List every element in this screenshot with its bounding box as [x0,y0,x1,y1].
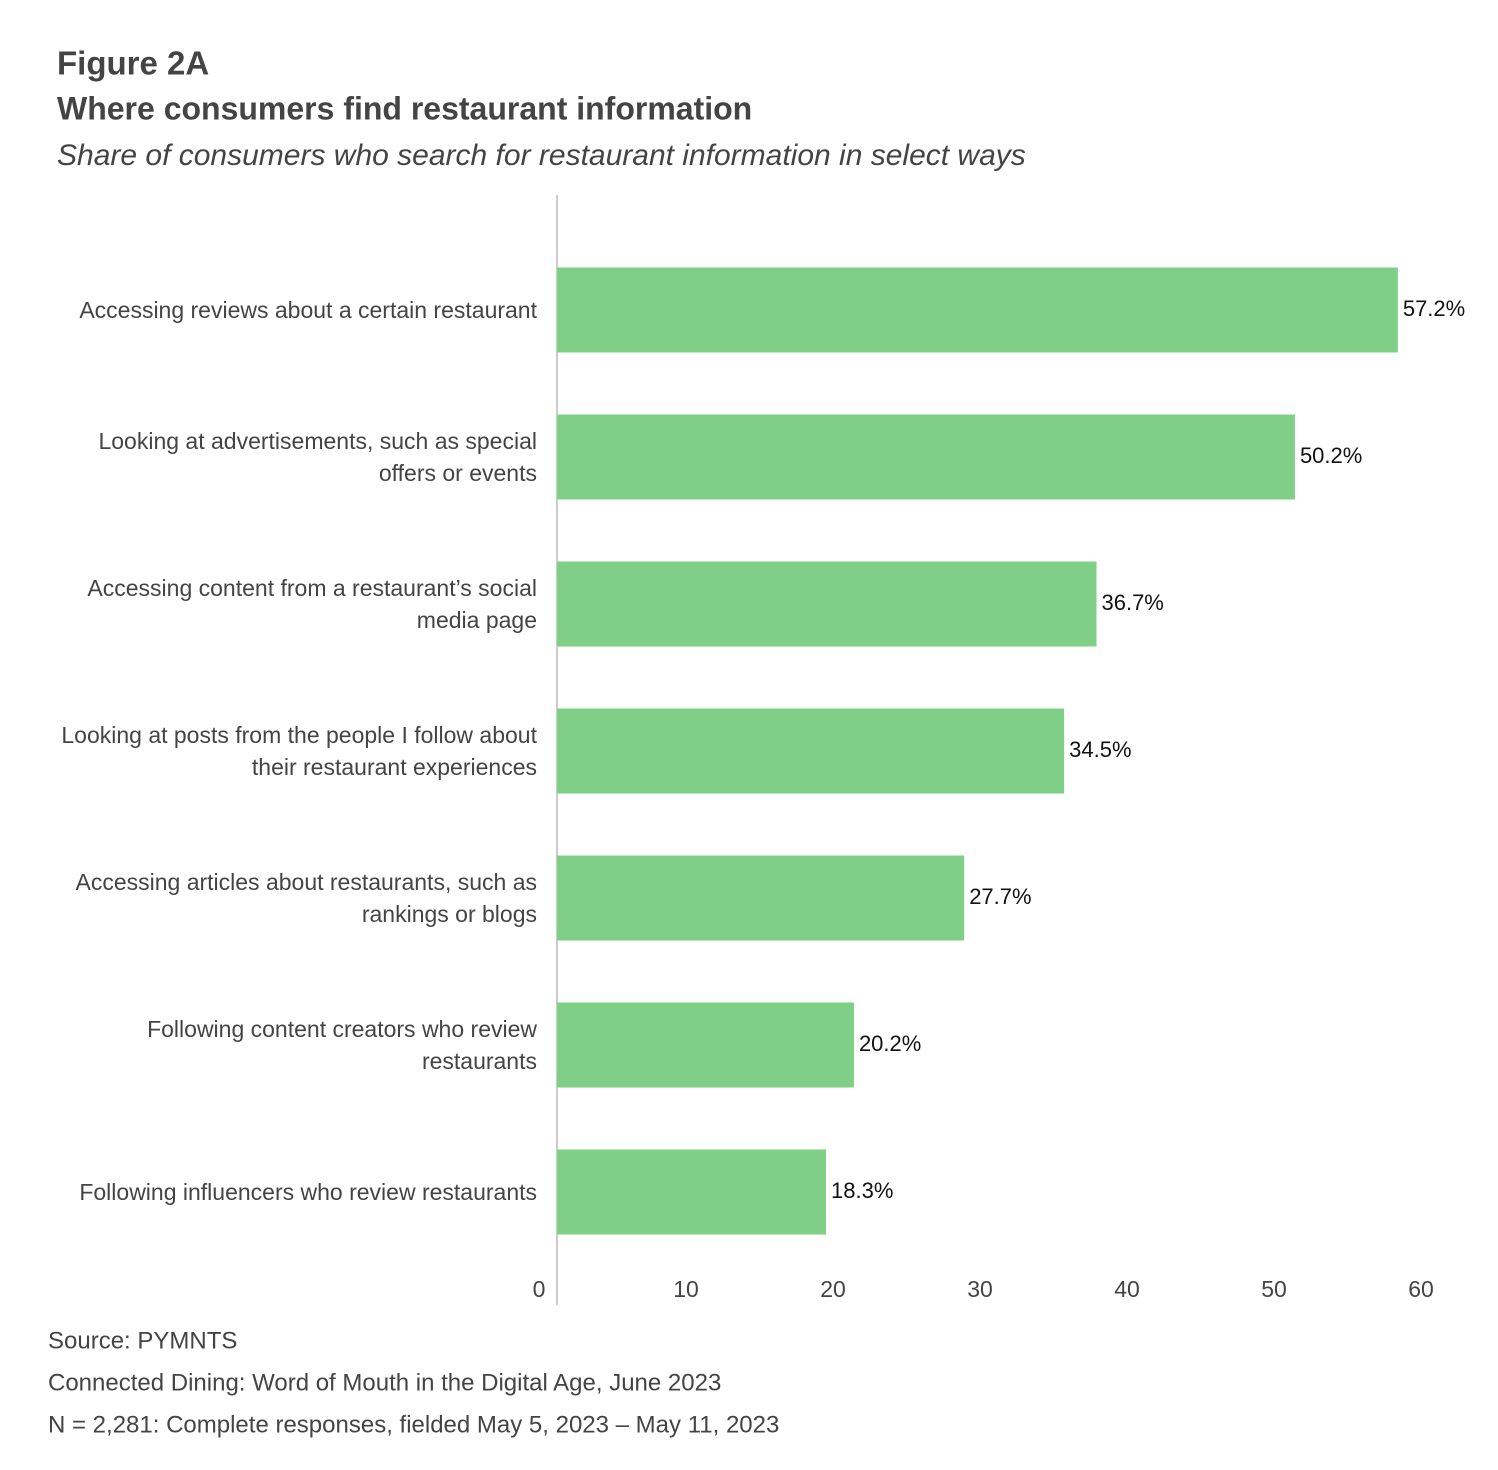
value-label: 50.2% [1300,443,1362,468]
source-note: Connected Dining: Word of Mouth in the D… [48,1369,721,1396]
x-tick-label: 0 [533,1276,546,1302]
bar [557,561,1097,647]
bar [557,267,1398,353]
chart-subtitle: Where consumers find restaurant informat… [57,90,752,126]
category-label: Looking at advertisements, such as speci… [98,428,537,486]
value-label: 20.2% [859,1031,921,1056]
x-tick-label: 40 [1114,1276,1140,1302]
bar [557,414,1295,500]
x-tick-label: 10 [673,1276,699,1302]
value-label: 34.5% [1069,737,1131,762]
category-label: Looking at posts from the people I follo… [61,722,537,780]
category-label: Accessing content from a restaurant’s so… [87,575,537,633]
value-label: 36.7% [1101,590,1163,615]
bar [557,1149,827,1235]
source-note: N = 2,281: Complete responses, fielded M… [48,1411,779,1438]
value-label: 57.2% [1403,296,1465,321]
x-tick-label: 50 [1261,1276,1287,1302]
chart-title: Figure 2A [57,45,209,82]
x-tick-label: 30 [967,1276,993,1302]
x-tick-label: 20 [820,1276,846,1302]
bar [557,1002,854,1088]
chart-description: Share of consumers who search for restau… [57,139,1026,172]
category-label: Following content creators who review re… [147,1016,537,1074]
value-label: 18.3% [831,1178,893,1203]
value-label: 27.7% [969,884,1031,909]
x-tick-label: 60 [1408,1276,1434,1302]
bar [557,708,1065,794]
category-label: Accessing reviews about a certain restau… [79,297,537,323]
category-label: Accessing articles about restaurants, su… [75,869,537,927]
bar [557,855,965,941]
category-label: Following influencers who review restaur… [79,1179,537,1205]
source-note: Source: PYMNTS [48,1327,237,1354]
